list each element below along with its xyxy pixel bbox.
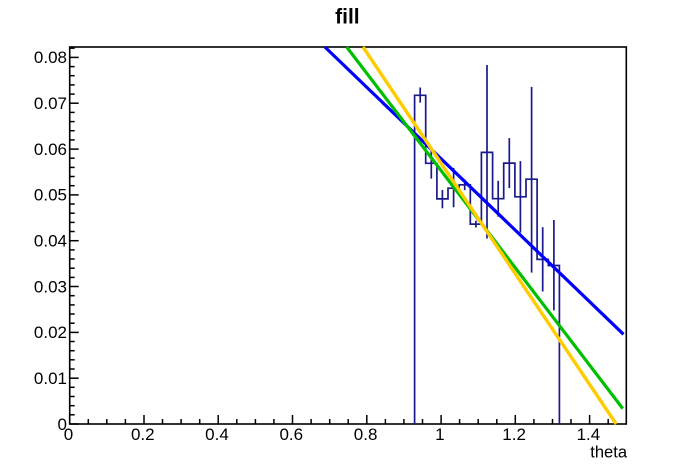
- svg-text:0.03: 0.03: [34, 277, 67, 296]
- svg-text:1: 1: [435, 425, 444, 444]
- svg-text:0: 0: [58, 415, 67, 434]
- svg-text:0.6: 0.6: [279, 425, 303, 444]
- svg-text:fill: fill: [335, 6, 360, 29]
- svg-text:0.07: 0.07: [34, 94, 67, 113]
- svg-text:theta: theta: [590, 444, 628, 462]
- svg-text:0.05: 0.05: [34, 186, 67, 205]
- svg-text:0.2: 0.2: [131, 425, 155, 444]
- svg-text:0.4: 0.4: [205, 425, 229, 444]
- svg-text:0.08: 0.08: [34, 48, 67, 67]
- svg-text:0.01: 0.01: [34, 369, 67, 388]
- svg-text:0.06: 0.06: [34, 140, 67, 159]
- svg-text:0.8: 0.8: [354, 425, 378, 444]
- svg-text:1.2: 1.2: [502, 425, 526, 444]
- svg-text:0.02: 0.02: [34, 323, 67, 342]
- svg-text:1.4: 1.4: [577, 425, 601, 444]
- svg-text:0.04: 0.04: [34, 232, 67, 251]
- svg-text:0: 0: [64, 425, 73, 444]
